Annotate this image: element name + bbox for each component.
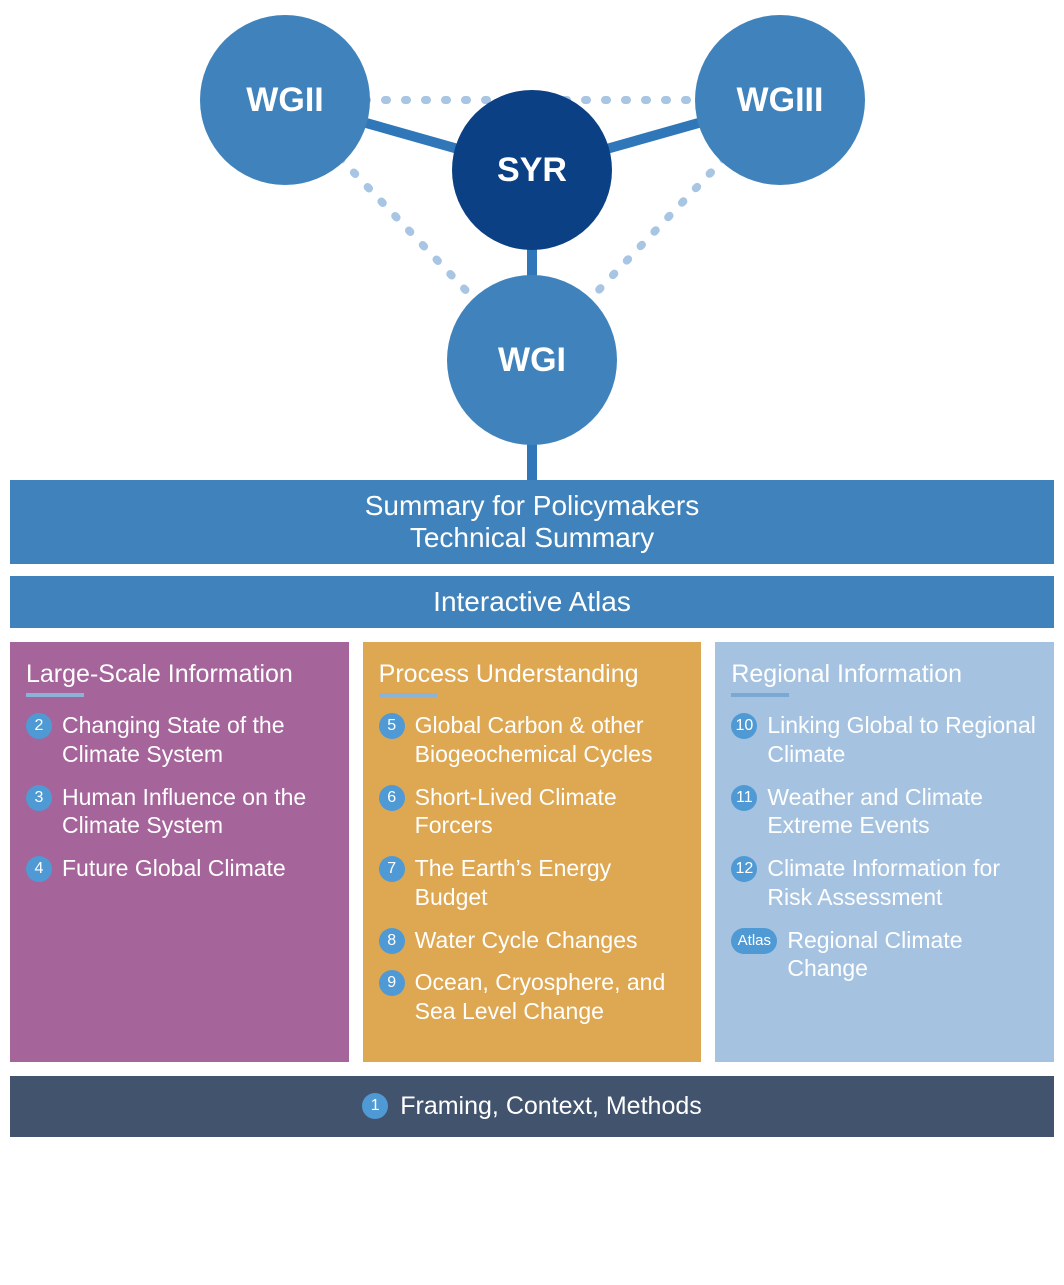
banner-summary-line1: Summary for Policymakers [10, 490, 1054, 522]
column-title: Process Understanding [379, 660, 686, 689]
chapter-badge: 8 [379, 928, 405, 954]
chapter-badge: 4 [26, 856, 52, 882]
chapter-badge: 5 [379, 713, 405, 739]
chapter-text: Global Carbon & other Biogeochemical Cyc… [415, 711, 686, 769]
chapter-text: Linking Global to Regional Climate [767, 711, 1038, 769]
chapter-item: 11 Weather and Climate Extreme Events [731, 783, 1038, 841]
node-wgiii: WGIII [695, 15, 865, 185]
column-col3: Regional Information 10 Linking Global to … [715, 642, 1054, 1062]
chapter-text: The Earth’s Energy Budget [415, 854, 686, 912]
banner-atlas-text: Interactive Atlas [433, 586, 631, 617]
chapter-item: 9 Ocean, Cryosphere, and Sea Level Change [379, 968, 686, 1026]
chapter-item: 2 Changing State of the Climate System [26, 711, 333, 769]
chapter-item: 6 Short-Lived Climate Forcers [379, 783, 686, 841]
banner-summary: Summary for Policymakers Technical Summa… [10, 480, 1054, 564]
footer-chapter-text: Framing, Context, Methods [400, 1092, 702, 1121]
node-wgii: WGII [200, 15, 370, 185]
chapter-item: 3 Human Influence on the Climate System [26, 783, 333, 841]
chapter-text: Water Cycle Changes [415, 926, 638, 955]
chapter-item: 7 The Earth’s Energy Budget [379, 854, 686, 912]
chapter-badge: 10 [731, 713, 757, 739]
chapter-item: 8 Water Cycle Changes [379, 926, 686, 955]
column-underline [731, 693, 789, 697]
chapter-badge: 11 [731, 785, 757, 811]
chapter-text: Regional Climate Change [787, 926, 1038, 984]
column-title: Large-Scale Information [26, 660, 333, 689]
chapter-item: 12 Climate Information for Risk Assessmen… [731, 854, 1038, 912]
column-underline [26, 693, 84, 697]
chapter-badge: 12 [731, 856, 757, 882]
chapter-text: Climate Information for Risk Assessment [767, 854, 1038, 912]
footer-chapter-badge: 1 [362, 1093, 388, 1119]
footer-banner: 1 Framing, Context, Methods [10, 1076, 1054, 1137]
columns-row: Large-Scale Information 2 Changing State o… [0, 628, 1064, 1076]
chapter-badge: 2 [26, 713, 52, 739]
chapter-text: Human Influence on the Climate System [62, 783, 333, 841]
chapter-badge: 7 [379, 856, 405, 882]
chapter-text: Future Global Climate [62, 854, 286, 883]
column-underline [379, 693, 437, 697]
diagram-root: SYR WGII WGIII WGI Summary for Policymakers… [0, 0, 1064, 1137]
chapter-item: Atlas Regional Climate Change [731, 926, 1038, 984]
banner-atlas: Interactive Atlas [10, 576, 1054, 628]
chapter-text: Changing State of the Climate System [62, 711, 333, 769]
network-region: SYR WGII WGIII WGI [0, 0, 1064, 480]
chapter-badge: 3 [26, 785, 52, 811]
column-col1: Large-Scale Information 2 Changing State o… [10, 642, 349, 1062]
chapter-badge: Atlas [731, 928, 777, 954]
chapter-badge: 9 [379, 970, 405, 996]
banner-summary-line2: Technical Summary [10, 522, 1054, 554]
node-syr: SYR [452, 90, 612, 250]
chapter-text: Ocean, Cryosphere, and Sea Level Change [415, 968, 686, 1026]
chapter-item: 10 Linking Global to Regional Climate [731, 711, 1038, 769]
chapter-item: 5 Global Carbon & other Biogeochemical Cy… [379, 711, 686, 769]
chapter-text: Short-Lived Climate Forcers [415, 783, 686, 841]
chapter-text: Weather and Climate Extreme Events [767, 783, 1038, 841]
chapter-item: 4 Future Global Climate [26, 854, 333, 883]
column-title: Regional Information [731, 660, 1038, 689]
column-col2: Process Understanding 5 Global Carbon & ot… [363, 642, 702, 1062]
node-wgi: WGI [447, 275, 617, 445]
chapter-badge: 6 [379, 785, 405, 811]
